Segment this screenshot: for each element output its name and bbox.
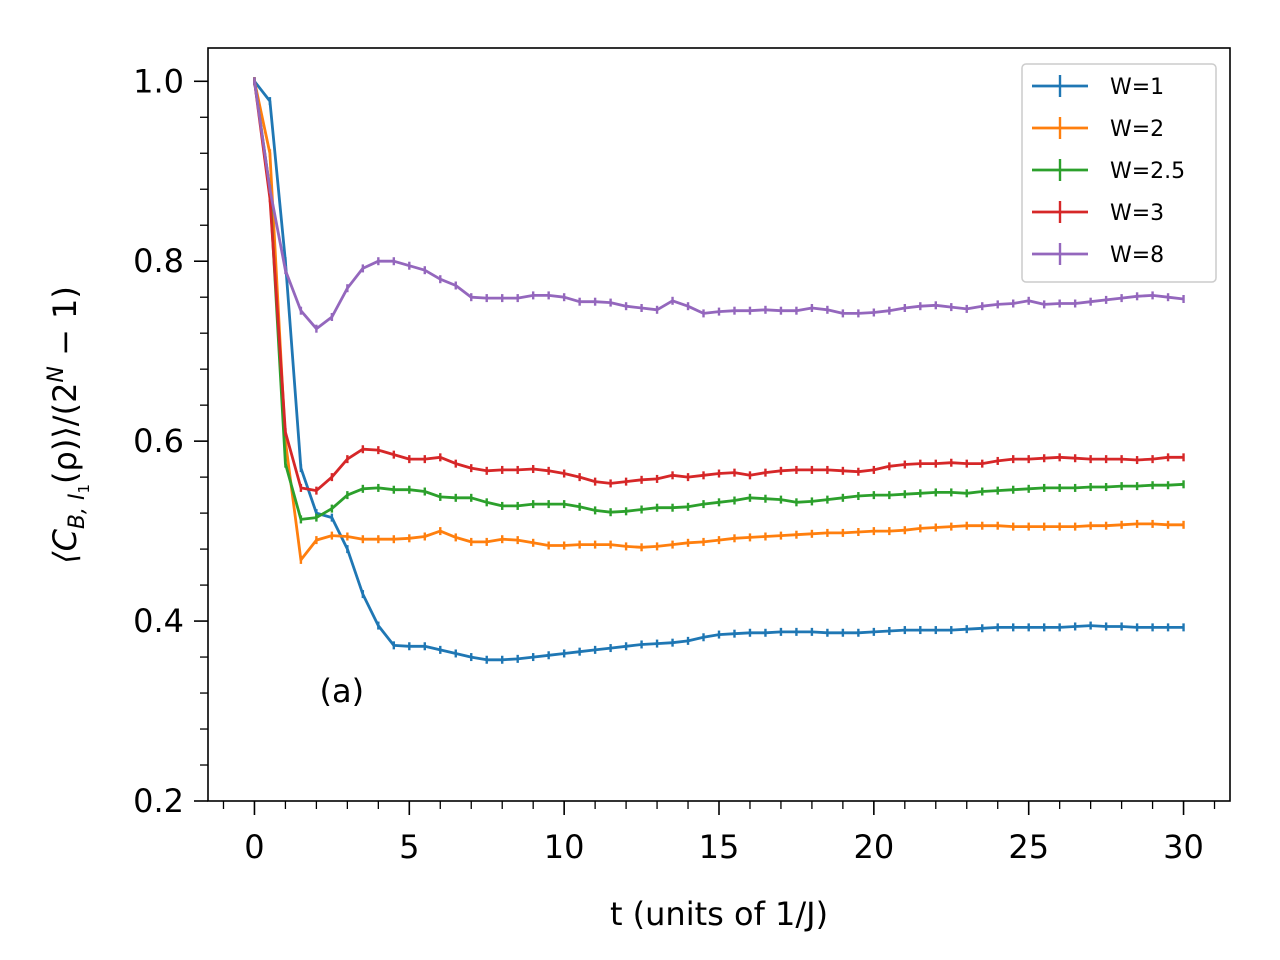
y-label-part-1: ⟨C: [46, 528, 84, 563]
x-axis-label: t (units of 1/J): [610, 895, 828, 933]
series-w-2-5: [253, 77, 1185, 524]
y-axis-label: ⟨CB, I1(ρ)⟩/(2N − 1): [44, 286, 93, 564]
y-axis: 0.2 0.4 0.6 0.8 1.0: [133, 62, 208, 820]
y-tick-label: 0.4: [133, 602, 184, 640]
y-label-subsub: 1: [75, 484, 93, 494]
x-tick-label: 0: [244, 828, 264, 866]
y-label-sup: N: [44, 366, 69, 382]
legend: W=1 W=2 W=2.5 W=3 W=8: [1021, 63, 1217, 283]
y-label-part-3: − 1): [46, 286, 84, 366]
x-tick-label: 20: [853, 828, 894, 866]
y-tick-label: 0.8: [133, 242, 184, 280]
legend-label: W=2.5: [1110, 159, 1185, 184]
x-tick-label: 15: [699, 828, 740, 866]
y-tick-label: 0.6: [133, 422, 184, 460]
legend-label: W=3: [1110, 201, 1164, 226]
series-w-8: [253, 77, 1185, 333]
series-w-3: [253, 77, 1185, 495]
x-tick-label: 5: [399, 828, 419, 866]
y-tick-label: 0.2: [133, 782, 184, 820]
y-tick-label: 1.0: [133, 62, 184, 100]
x-axis: 0 5 10 15 20 25 30: [222, 801, 1216, 866]
legend-label: W=1: [1110, 75, 1164, 100]
legend-label: W=8: [1110, 243, 1164, 268]
series-w-1: [253, 77, 1185, 664]
x-tick-label: 30: [1163, 828, 1204, 866]
legend-label: W=2: [1110, 117, 1164, 142]
y-label-sub: B, I: [65, 494, 90, 530]
x-tick-label: 25: [1008, 828, 1049, 866]
x-tick-label: 10: [544, 828, 585, 866]
legend-box: [1021, 63, 1217, 283]
panel-annotation: (a): [320, 672, 365, 710]
y-label-part-2: (ρ)⟩/(2: [46, 383, 84, 484]
series-w-2: [253, 77, 1185, 564]
series-layer: [253, 77, 1185, 664]
